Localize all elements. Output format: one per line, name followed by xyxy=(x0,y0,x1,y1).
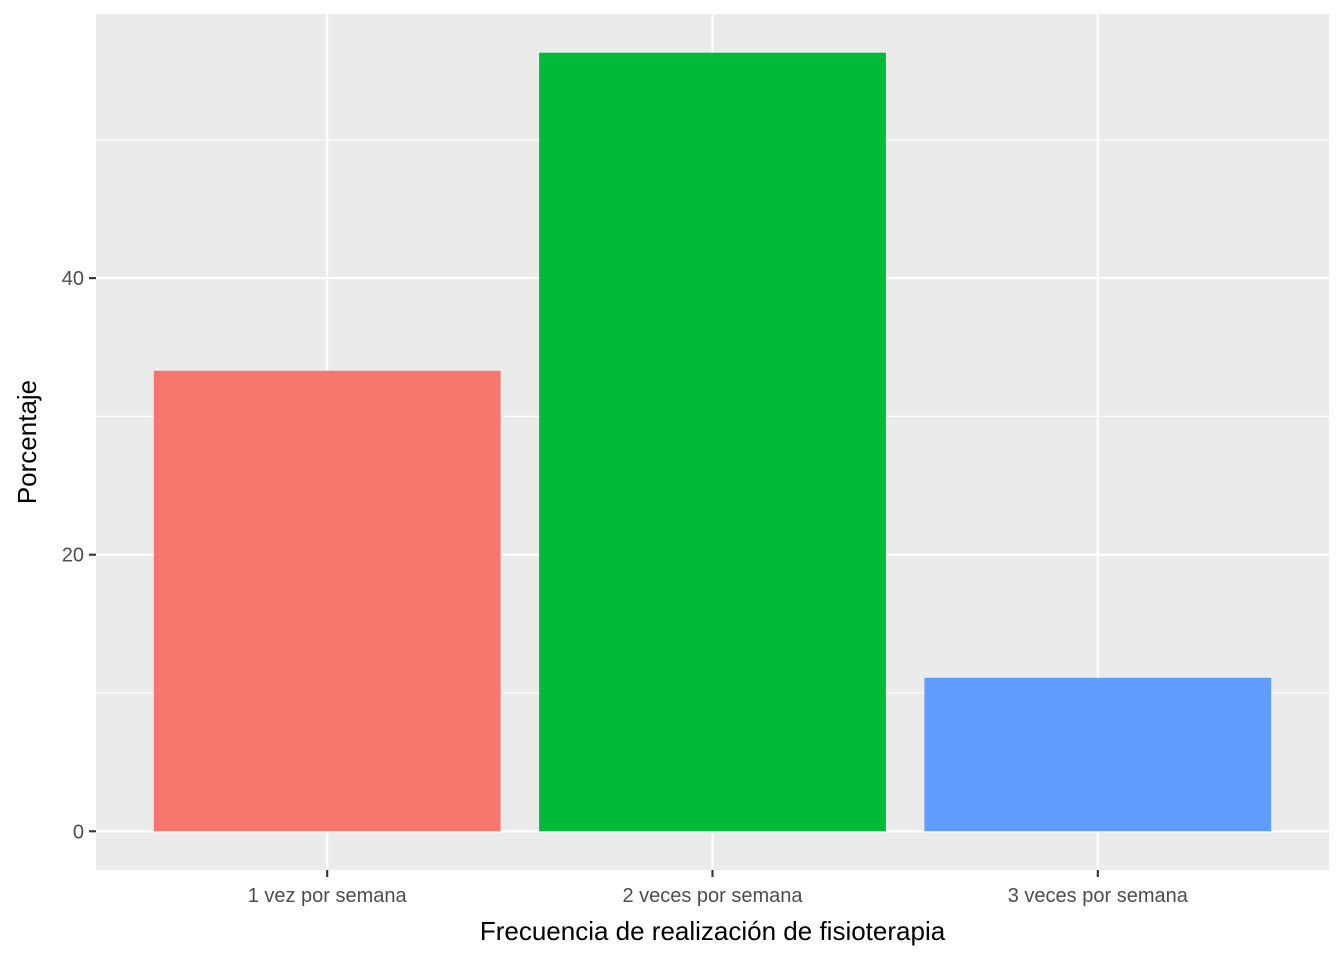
x-tick-label: 2 veces por semana xyxy=(622,885,803,907)
bar-2 xyxy=(539,52,886,832)
x-tick-label: 3 veces por semana xyxy=(1008,885,1189,907)
bar-1 xyxy=(153,370,501,832)
bar-3 xyxy=(924,677,1272,832)
x-axis-title: Frecuencia de realización de fisioterapi… xyxy=(480,916,946,946)
x-axis: 1 vez por semana 2 veces por semana 3 vece… xyxy=(248,870,1189,907)
y-tick-label: 20 xyxy=(62,545,84,567)
y-tick-label: 0 xyxy=(73,821,84,843)
y-tick-label: 40 xyxy=(62,268,84,290)
bars xyxy=(153,52,1272,832)
y-axis: 0 20 40 xyxy=(62,268,96,843)
y-axis-title: Porcentaje xyxy=(12,380,42,504)
x-tick-label: 1 vez por semana xyxy=(248,885,408,907)
